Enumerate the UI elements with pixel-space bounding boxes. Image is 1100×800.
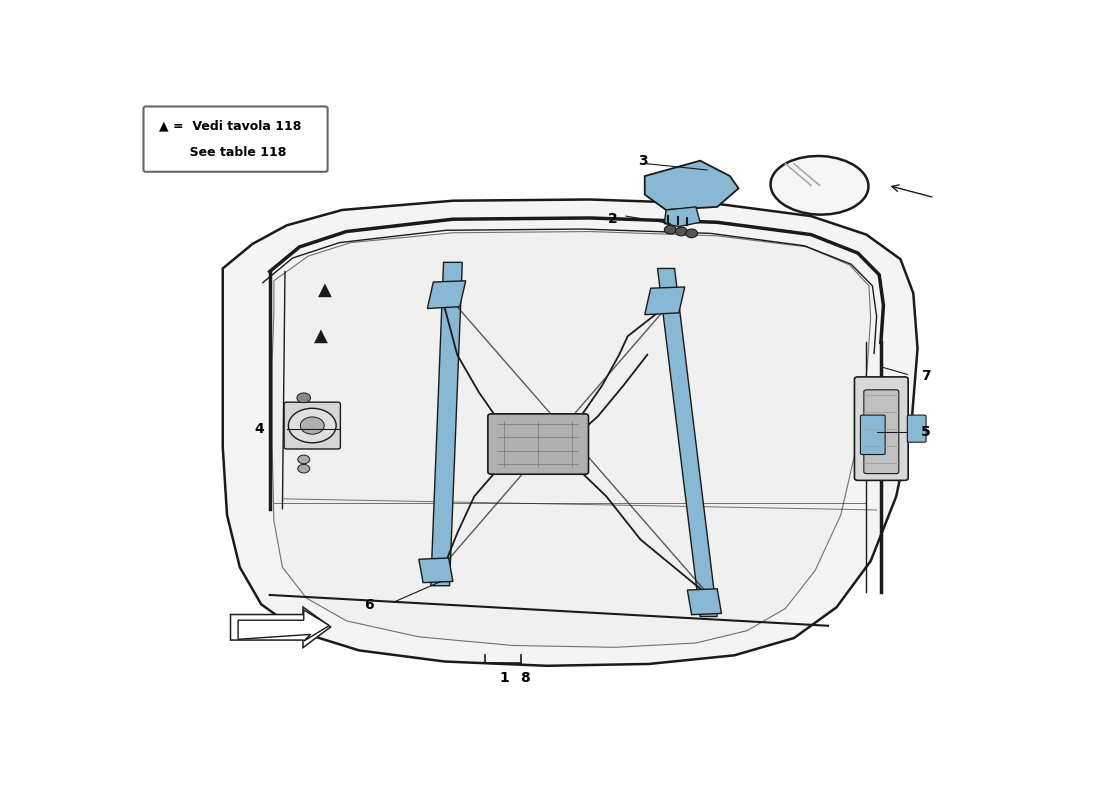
Text: 7: 7 bbox=[922, 370, 931, 383]
Polygon shape bbox=[427, 281, 465, 309]
Text: ▲ =  Vedi tavola 118: ▲ = Vedi tavola 118 bbox=[158, 119, 301, 132]
Text: 3: 3 bbox=[638, 154, 648, 168]
Polygon shape bbox=[231, 609, 329, 646]
Ellipse shape bbox=[770, 156, 869, 214]
Polygon shape bbox=[688, 589, 722, 614]
FancyBboxPatch shape bbox=[143, 106, 328, 172]
Text: ▲: ▲ bbox=[318, 281, 332, 299]
Circle shape bbox=[675, 227, 688, 236]
FancyBboxPatch shape bbox=[864, 390, 899, 474]
Text: 6: 6 bbox=[364, 598, 374, 613]
Circle shape bbox=[297, 393, 310, 402]
Text: 8: 8 bbox=[520, 671, 530, 685]
FancyBboxPatch shape bbox=[908, 415, 926, 442]
FancyBboxPatch shape bbox=[284, 402, 340, 449]
Circle shape bbox=[298, 464, 310, 473]
Polygon shape bbox=[431, 262, 462, 586]
Text: 5: 5 bbox=[921, 425, 931, 438]
Polygon shape bbox=[238, 610, 329, 641]
Polygon shape bbox=[272, 231, 871, 647]
Text: 2: 2 bbox=[608, 212, 618, 226]
Text: europarts: europarts bbox=[234, 358, 757, 450]
FancyBboxPatch shape bbox=[860, 415, 886, 454]
FancyBboxPatch shape bbox=[488, 414, 588, 474]
Text: a passion since 1985: a passion since 1985 bbox=[350, 458, 641, 486]
Circle shape bbox=[685, 229, 697, 238]
Text: 1: 1 bbox=[499, 671, 509, 685]
Polygon shape bbox=[658, 269, 717, 617]
FancyBboxPatch shape bbox=[855, 377, 909, 480]
Circle shape bbox=[288, 408, 337, 443]
Text: 4: 4 bbox=[254, 422, 264, 436]
Polygon shape bbox=[231, 609, 329, 646]
Circle shape bbox=[298, 455, 310, 464]
Circle shape bbox=[300, 417, 324, 434]
Polygon shape bbox=[419, 558, 453, 582]
Text: ▲: ▲ bbox=[314, 327, 328, 346]
Polygon shape bbox=[664, 207, 700, 226]
Polygon shape bbox=[645, 287, 685, 314]
Polygon shape bbox=[645, 161, 738, 210]
Circle shape bbox=[664, 226, 676, 234]
Text: See table 118: See table 118 bbox=[158, 146, 286, 159]
Polygon shape bbox=[222, 199, 917, 666]
